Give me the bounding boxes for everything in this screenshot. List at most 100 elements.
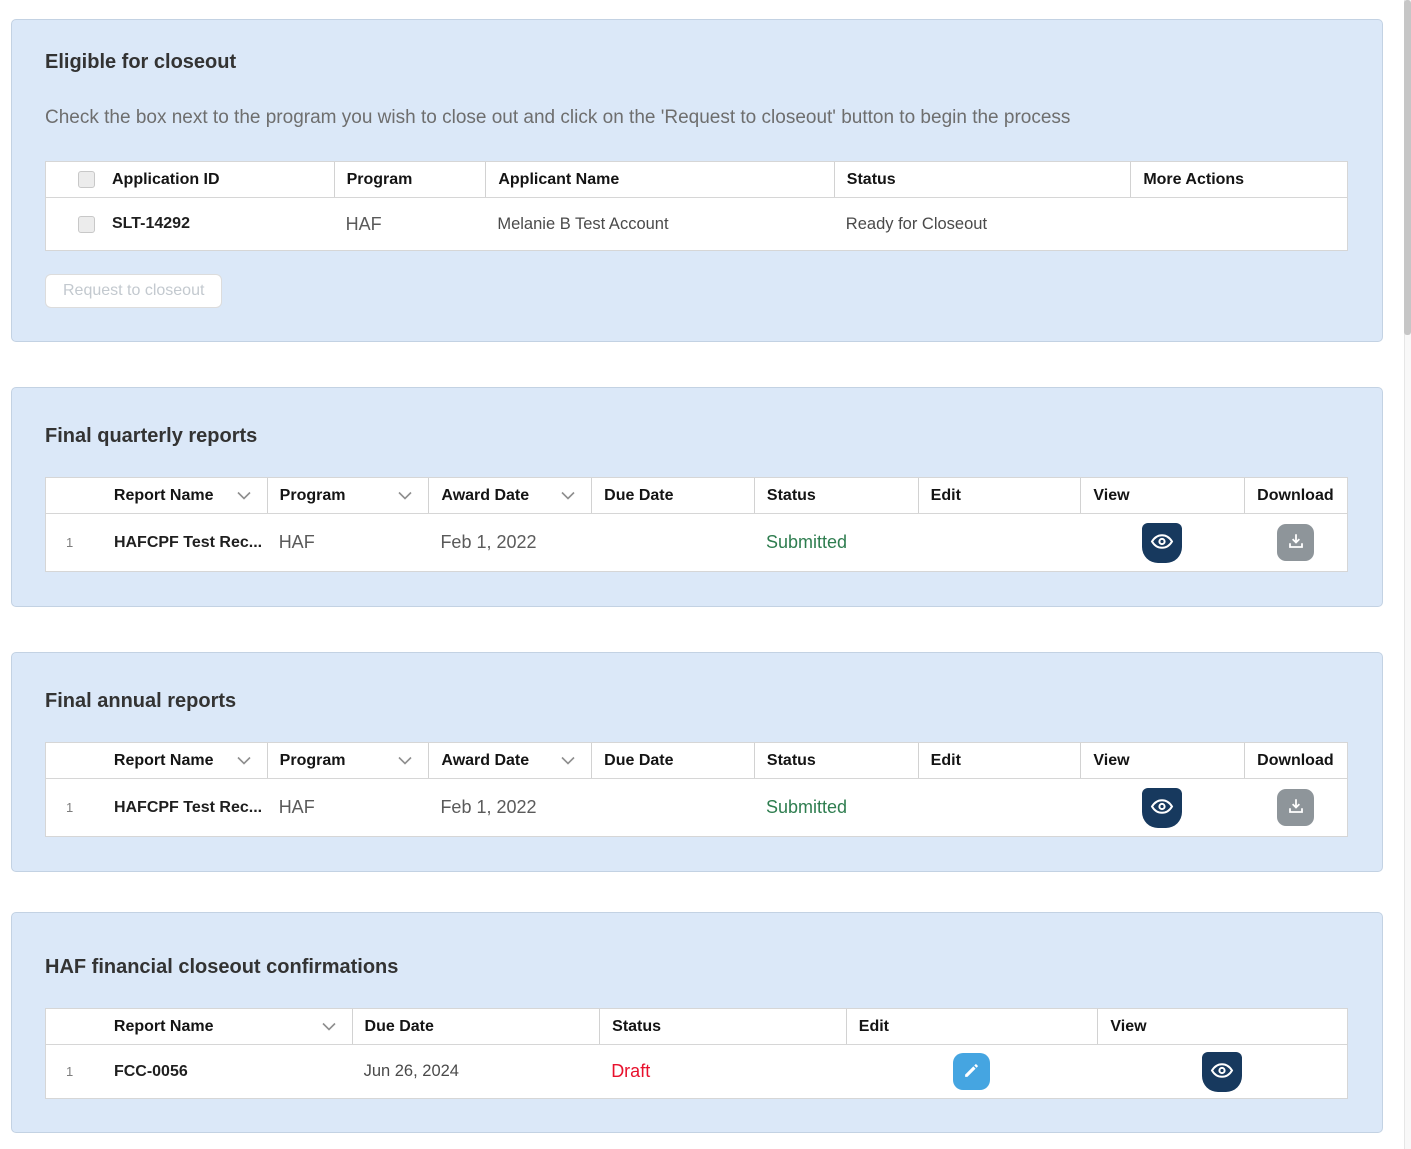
column-header-status: Status xyxy=(753,743,918,778)
column-header-due-date: Due Date xyxy=(351,1009,600,1044)
column-header-report-name[interactable]: Report Name xyxy=(102,478,267,513)
eye-icon xyxy=(1150,533,1174,553)
edit-button[interactable] xyxy=(953,1053,991,1090)
table-row: 1 FCC-0056 Jun 26, 2024 Draft xyxy=(46,1045,1347,1098)
edit-cell xyxy=(846,1045,1098,1098)
page-scrollbar-track[interactable] xyxy=(1404,0,1411,1149)
table-row: SLT-14292 HAF Melanie B Test Account Rea… xyxy=(46,198,1347,250)
due-date-cell xyxy=(591,779,754,836)
final-quarterly-reports-panel: Final quarterly reports Report Name Prog… xyxy=(11,387,1383,607)
view-button[interactable] xyxy=(1142,787,1183,828)
page-scrollbar-thumb[interactable] xyxy=(1404,0,1411,335)
status-cell: Submitted xyxy=(765,797,847,817)
column-header-rownum xyxy=(46,743,102,778)
column-header-status: Status xyxy=(599,1009,846,1044)
chevron-down-icon[interactable] xyxy=(561,491,575,500)
column-header-rownum xyxy=(46,1009,102,1044)
download-icon xyxy=(1287,797,1305,818)
column-header-download: Download xyxy=(1244,478,1347,513)
due-date-cell xyxy=(591,514,754,571)
column-header-report-name[interactable]: Report Name xyxy=(102,1009,352,1044)
column-header-due-date: Due Date xyxy=(591,743,754,778)
column-header-edit: Edit xyxy=(845,1009,1098,1044)
haf-financial-closeout-confirmations-panel: HAF financial closeout confirmations Rep… xyxy=(11,912,1383,1133)
view-button[interactable] xyxy=(1202,1051,1243,1092)
program-cell: HAF xyxy=(278,797,315,817)
eligible-for-closeout-panel: Eligible for closeout Check the box next… xyxy=(11,19,1383,342)
status-cell: Submitted xyxy=(765,532,847,552)
table-header-row: Report Name Program Award Date Due Date … xyxy=(46,478,1347,514)
table-row: 1 HAFCPF Test Rec... HAF Feb 1, 2022 Sub… xyxy=(46,779,1347,836)
program-cell: HAF xyxy=(345,213,382,234)
final-quarterly-reports-table: Report Name Program Award Date Due Date … xyxy=(45,477,1348,572)
chevron-down-icon[interactable] xyxy=(321,1022,336,1031)
row-number: 1 xyxy=(66,535,74,550)
column-header-program: Program xyxy=(333,162,486,197)
chevron-down-icon[interactable] xyxy=(561,756,575,765)
column-header-program[interactable]: Program xyxy=(266,743,429,778)
application-id-value: SLT-14292 xyxy=(112,215,190,232)
download-icon xyxy=(1287,532,1305,553)
view-cell xyxy=(1097,1045,1347,1098)
column-header-application-id: Application ID xyxy=(46,162,334,197)
download-button[interactable] xyxy=(1277,789,1315,826)
eye-icon xyxy=(1210,1062,1234,1082)
view-cell xyxy=(1080,779,1244,836)
report-name-cell: HAFCPF Test Rec... xyxy=(113,533,263,551)
program-cell: HAF xyxy=(278,532,315,552)
table-header-row: Application ID Program Applicant Name St… xyxy=(46,162,1347,198)
status-cell: Draft xyxy=(611,1061,651,1081)
chevron-down-icon[interactable] xyxy=(398,491,412,500)
column-header-award-date[interactable]: Award Date xyxy=(428,478,591,513)
view-cell xyxy=(1080,514,1244,571)
final-annual-reports-panel: Final annual reports Report Name Program… xyxy=(11,652,1383,872)
instruction-text: Check the box next to the program you wi… xyxy=(45,107,1071,128)
panel-title: Final quarterly reports xyxy=(45,425,258,447)
view-button[interactable] xyxy=(1142,522,1183,563)
request-to-closeout-button[interactable]: Request to closeout xyxy=(45,274,223,308)
column-header-more-actions: More Actions xyxy=(1130,162,1347,197)
table-header-row: Report Name Program Award Date Due Date … xyxy=(46,743,1347,779)
panel-title: HAF financial closeout confirmations xyxy=(45,956,399,978)
column-header-due-date: Due Date xyxy=(591,478,754,513)
chevron-down-icon[interactable] xyxy=(398,756,412,765)
applicant-name-cell: Melanie B Test Account xyxy=(497,214,669,233)
row-checkbox[interactable] xyxy=(78,215,95,233)
download-cell xyxy=(1244,779,1347,836)
column-header-edit: Edit xyxy=(917,478,1081,513)
column-header-status: Status xyxy=(833,162,1131,197)
edit-cell xyxy=(918,514,1081,571)
select-all-checkbox[interactable] xyxy=(78,171,95,188)
row-number: 1 xyxy=(66,800,74,815)
final-annual-reports-table: Report Name Program Award Date Due Date … xyxy=(45,742,1348,837)
chevron-down-icon[interactable] xyxy=(237,491,251,500)
report-name-cell: FCC-0056 xyxy=(113,1062,188,1080)
column-header-award-date[interactable]: Award Date xyxy=(428,743,591,778)
more-actions-cell xyxy=(1130,198,1347,250)
column-header-applicant-name: Applicant Name xyxy=(485,162,833,197)
application-id-cell: SLT-14292 xyxy=(46,198,334,250)
column-header-program[interactable]: Program xyxy=(266,478,429,513)
award-date-cell: Feb 1, 2022 xyxy=(440,797,537,817)
chevron-down-icon[interactable] xyxy=(237,756,251,765)
eye-icon xyxy=(1150,798,1174,818)
pencil-icon xyxy=(963,1062,980,1082)
download-cell xyxy=(1244,514,1347,571)
edit-cell xyxy=(918,779,1081,836)
table-header-row: Report Name Due Date Status Edit View xyxy=(46,1009,1347,1045)
due-date-cell: Jun 26, 2024 xyxy=(363,1062,459,1080)
eligible-table: Application ID Program Applicant Name St… xyxy=(45,161,1348,251)
column-header-view: View xyxy=(1080,478,1244,513)
column-header-status: Status xyxy=(753,478,918,513)
column-header-view: View xyxy=(1097,1009,1347,1044)
status-cell: Ready for Closeout xyxy=(845,214,988,233)
column-header-view: View xyxy=(1080,743,1244,778)
column-header-report-name[interactable]: Report Name xyxy=(102,743,267,778)
column-header-download: Download xyxy=(1244,743,1347,778)
award-date-cell: Feb 1, 2022 xyxy=(440,532,537,552)
page-title: Eligible for closeout xyxy=(45,51,237,73)
row-number: 1 xyxy=(66,1064,74,1079)
download-button[interactable] xyxy=(1277,524,1315,561)
panel-title: Final annual reports xyxy=(45,690,237,712)
